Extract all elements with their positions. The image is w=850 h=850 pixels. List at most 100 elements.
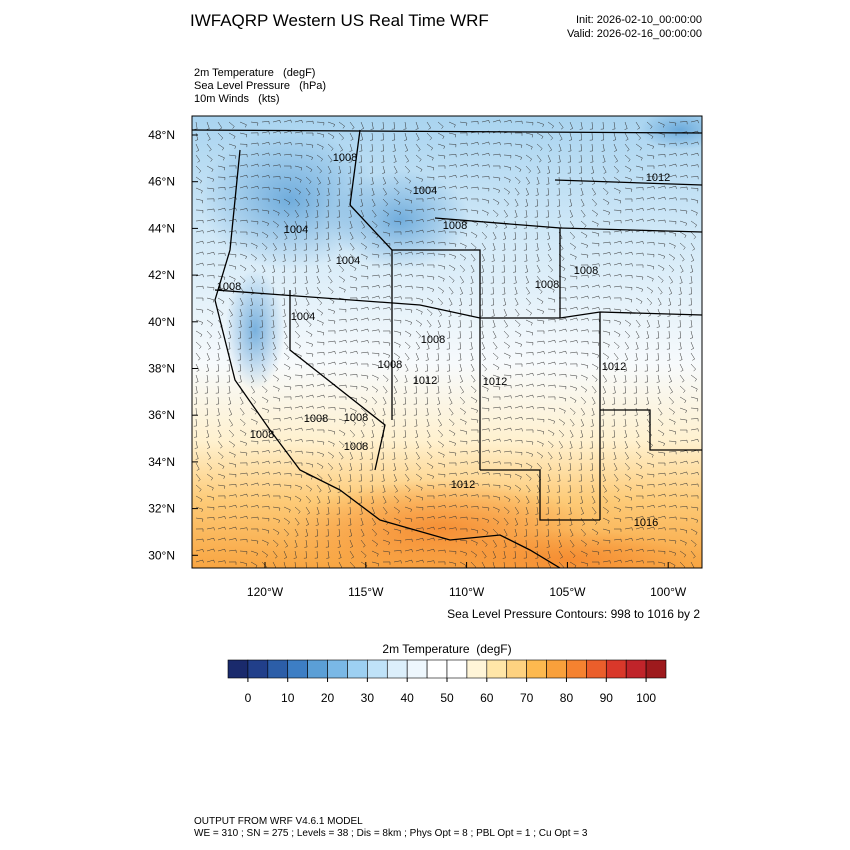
colorbar-box xyxy=(546,659,567,679)
wind-barb xyxy=(534,220,538,229)
wind-barb xyxy=(514,394,523,398)
wind-barb xyxy=(677,308,681,317)
wind-barb xyxy=(459,528,468,532)
wind-barb xyxy=(294,352,302,359)
wind-barb xyxy=(624,263,633,267)
wind-barb xyxy=(591,242,600,247)
wind-barb xyxy=(415,198,424,202)
wind-barb xyxy=(195,549,204,553)
wind-barb xyxy=(679,242,686,250)
wind-barb xyxy=(558,396,567,402)
wind-barb xyxy=(525,462,533,470)
wind-barb xyxy=(679,352,683,361)
wind-barb xyxy=(646,175,655,179)
wind-barb xyxy=(635,548,644,552)
wind-barb xyxy=(327,264,332,273)
wind-barb xyxy=(569,539,575,548)
wind-barb xyxy=(283,506,291,513)
wind-barb xyxy=(624,176,632,183)
wind-barb xyxy=(624,330,631,339)
wind-barb xyxy=(679,186,688,190)
wind-barb xyxy=(613,230,622,234)
wind-barb xyxy=(547,396,556,400)
wind-barb xyxy=(337,220,341,229)
wind-barb xyxy=(569,296,578,300)
wind-barb xyxy=(392,143,396,152)
wind-barb xyxy=(459,505,468,509)
wind-barb xyxy=(391,429,395,438)
wind-barb xyxy=(415,440,420,449)
wind-barb xyxy=(227,330,232,339)
wind-barb xyxy=(646,264,655,270)
wind-barb xyxy=(228,165,237,169)
wind-barb xyxy=(470,385,477,393)
wind-barb xyxy=(580,528,587,537)
wind-barb xyxy=(644,363,648,372)
wind-barb xyxy=(206,187,215,192)
wind-barb xyxy=(690,374,697,382)
wind-barb xyxy=(250,418,258,425)
colorbar-box xyxy=(645,659,667,679)
wind-barb xyxy=(613,559,622,563)
wind-barb xyxy=(569,286,578,290)
wind-barb xyxy=(360,121,364,130)
wind-barb xyxy=(382,187,388,196)
wind-barb xyxy=(448,504,457,508)
wind-barb xyxy=(282,308,286,317)
wind-barb xyxy=(690,428,699,432)
wind-barb xyxy=(657,539,666,543)
wind-barb xyxy=(261,374,267,383)
wind-barb xyxy=(657,196,666,200)
wind-barb xyxy=(536,395,545,399)
wind-barb xyxy=(547,350,556,354)
wind-barb xyxy=(448,462,457,466)
wind-barb xyxy=(360,220,366,229)
wind-barb xyxy=(536,132,544,140)
wind-barb xyxy=(316,165,323,174)
wind-barb xyxy=(272,495,281,499)
wind-barb xyxy=(260,330,264,339)
wind-barb xyxy=(239,196,248,200)
wind-barb xyxy=(228,218,237,222)
wind-barb xyxy=(250,185,259,189)
wind-barb xyxy=(437,407,442,416)
wind-barb xyxy=(668,429,677,435)
wind-barb xyxy=(501,275,505,284)
wind-barb xyxy=(613,297,622,301)
wind-barb xyxy=(305,308,311,317)
colorbar-box xyxy=(287,659,308,679)
wind-barb xyxy=(547,440,554,448)
wind-barb xyxy=(525,352,534,356)
wind-barb xyxy=(514,405,523,409)
wind-barb xyxy=(391,418,395,427)
wind-barb xyxy=(545,187,549,196)
wind-barb xyxy=(250,174,259,178)
wind-barb xyxy=(272,428,281,432)
wind-barb xyxy=(371,528,378,537)
wind-barb xyxy=(195,517,204,522)
wind-barb xyxy=(415,143,421,152)
wind-barb xyxy=(492,231,497,240)
wind-barb xyxy=(679,231,687,239)
colorbar-tick-label: 80 xyxy=(560,691,574,705)
wind-barb xyxy=(536,351,545,355)
wind-barb xyxy=(305,561,307,568)
valid-time: Valid: 2026-02-16_00:00:00 xyxy=(567,28,702,40)
wind-barb xyxy=(524,253,528,262)
wind-barb xyxy=(525,406,534,410)
wind-barb xyxy=(437,561,446,565)
wind-barb xyxy=(415,165,423,173)
wind-barb xyxy=(338,350,347,354)
wind-barb xyxy=(349,318,358,322)
wind-barb xyxy=(293,231,298,240)
field-label: 10m Winds (kts) xyxy=(194,93,280,105)
wind-barb xyxy=(536,383,545,387)
wind-barb xyxy=(569,328,578,332)
wind-barb xyxy=(382,165,386,174)
wind-barb xyxy=(272,472,281,476)
wind-barb xyxy=(316,417,325,421)
wind-barb xyxy=(250,253,257,261)
wind-barb xyxy=(657,407,663,416)
wind-barb xyxy=(679,418,688,423)
wind-barb xyxy=(227,341,231,350)
